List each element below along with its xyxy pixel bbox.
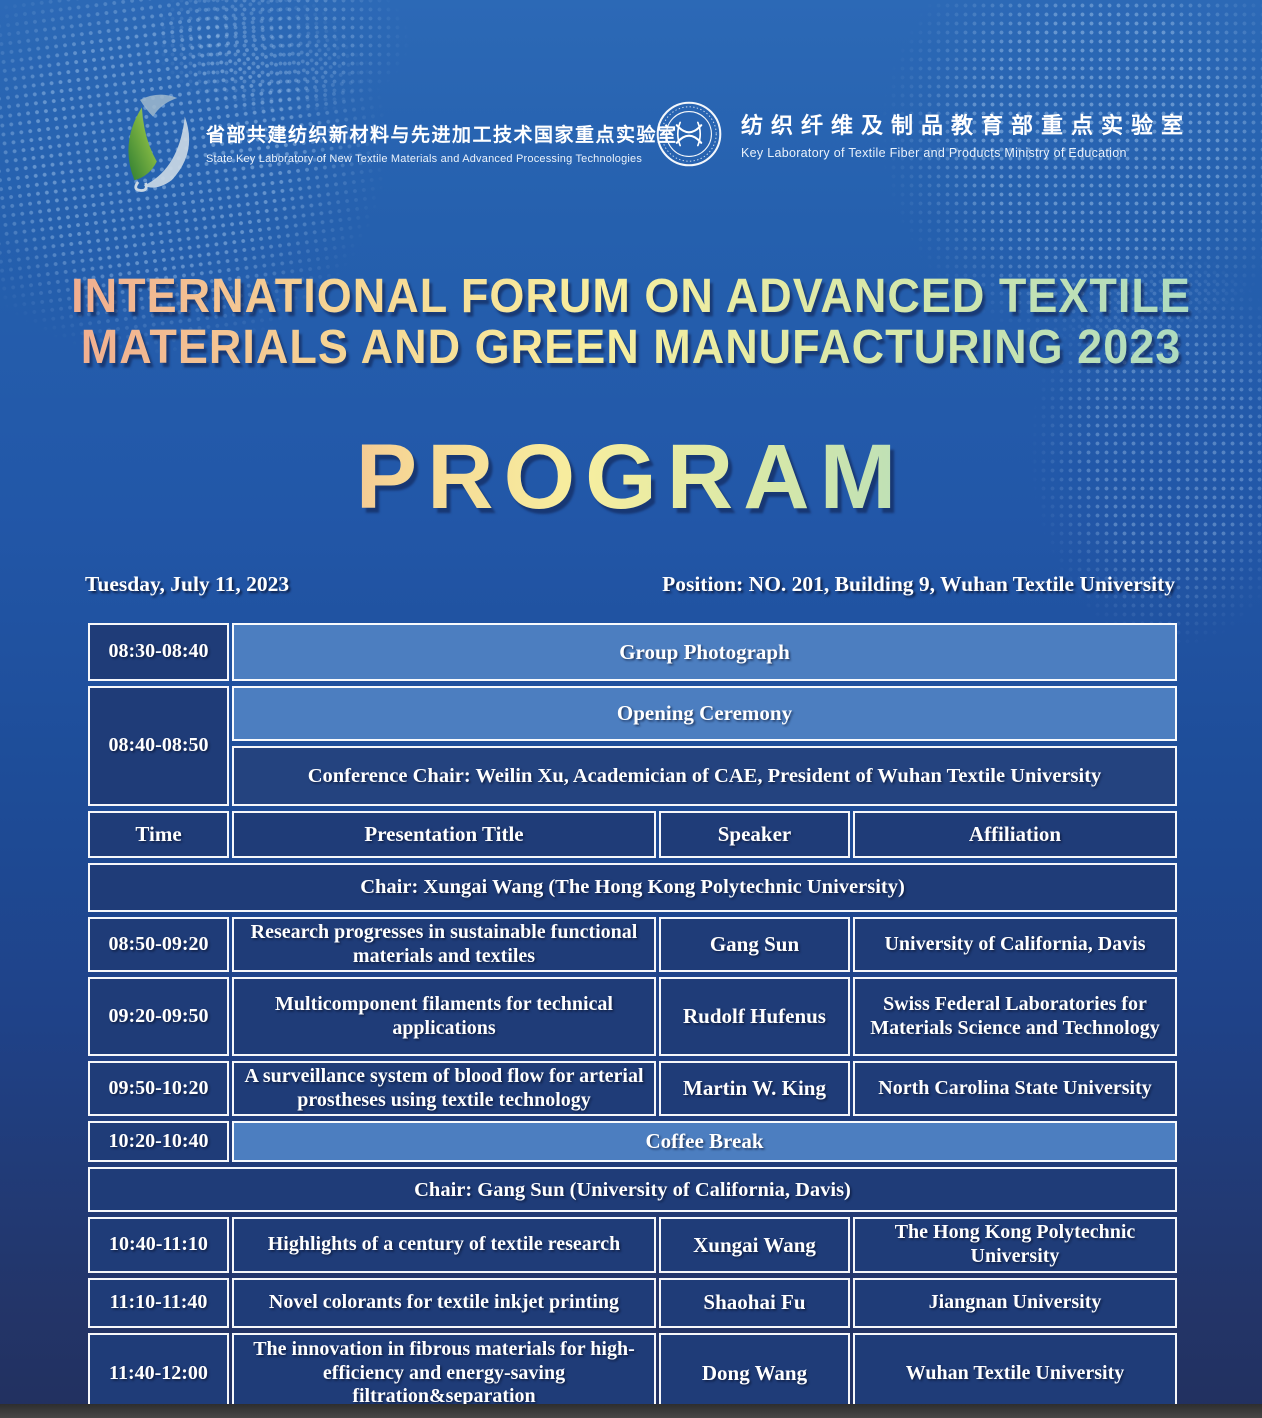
affiliation-cell: Jiangnan University: [853, 1277, 1177, 1328]
row-talk: 11:10-11:40 Novel colorants for textile …: [88, 1277, 1177, 1328]
row-opening-ceremony: 08:40-08:50 Opening Ceremony: [88, 686, 1177, 806]
row-column-headers: Time Presentation Title Speaker Affiliat…: [88, 811, 1177, 858]
state-key-lab-title-zh: 省部共建纺织新材料与先进加工技术国家重点实验室: [206, 124, 678, 146]
state-key-lab-text: 省部共建纺织新材料与先进加工技术国家重点实验室 State Key Labora…: [206, 120, 678, 165]
row-talk: 09:20-09:50 Multicomponent filaments for…: [88, 977, 1177, 1057]
state-key-lab-logo: 省部共建纺织新材料与先进加工技术国家重点实验室 State Key Labora…: [112, 92, 678, 192]
circular-seal-icon: [656, 101, 722, 167]
title-cell: The innovation in fibrous materials for …: [232, 1332, 656, 1415]
event-cell: Group Photograph: [232, 623, 1177, 681]
title-cell: Multicomponent filaments for technical a…: [232, 977, 656, 1057]
time-cell: 10:20-10:40: [88, 1121, 229, 1163]
session-info: Tuesday, July 11, 2023 Position: NO. 201…: [85, 572, 1175, 597]
time-cell: 11:10-11:40: [88, 1277, 229, 1328]
row-chair-2: Chair: Gang Sun (University of Californi…: [88, 1167, 1177, 1213]
title-cell: Novel colorants for textile inkjet print…: [232, 1277, 656, 1328]
session-chair-cell: Chair: Gang Sun (University of Californi…: [88, 1167, 1177, 1213]
forum-title: INTERNATIONAL FORUM ON ADVANCED TEXTILE …: [0, 268, 1262, 374]
row-conference-chair: Conference Chair: Weilin Xu, Academician…: [88, 746, 1177, 806]
session-chair-cell: Chair: Xungai Wang (The Hong Kong Polyte…: [88, 863, 1177, 912]
event-cell: Coffee Break: [232, 1121, 1177, 1163]
col-header-time: Time: [88, 811, 229, 858]
moe-key-lab-logo: 纺织纤维及制品教育部重点实验室 Key Laboratory of Textil…: [655, 100, 1191, 168]
row-talk: 10:40-11:10 Highlights of a century of t…: [88, 1217, 1177, 1273]
col-header-affiliation: Affiliation: [853, 811, 1177, 858]
affiliation-cell: North Carolina State University: [853, 1061, 1177, 1117]
time-cell: 09:50-10:20: [88, 1061, 229, 1117]
row-coffee-break: 10:20-10:40 Coffee Break: [88, 1121, 1177, 1163]
moe-key-lab-title-zh: 纺织纤维及制品教育部重点实验室: [741, 113, 1192, 138]
moe-key-lab-text: 纺织纤维及制品教育部重点实验室 Key Laboratory of Textil…: [741, 108, 1191, 160]
forum-title-line2: MATERIALS AND GREEN MANUFACTURING 2023: [0, 319, 1262, 374]
program-table: 08:30-08:40 Group Photograph 08:40-08:50…: [85, 618, 1180, 1418]
session-position: Position: NO. 201, Building 9, Wuhan Tex…: [662, 572, 1175, 596]
affiliation-cell: Swiss Federal Laboratories for Materials…: [853, 977, 1177, 1057]
row-talk: 09:50-10:20 A surveillance system of blo…: [88, 1061, 1177, 1117]
forum-title-line1: INTERNATIONAL FORUM ON ADVANCED TEXTILE: [0, 268, 1262, 323]
col-header-speaker: Speaker: [659, 811, 850, 858]
title-cell: Research progresses in sustainable funct…: [232, 917, 656, 973]
session-date: Tuesday, July 11, 2023: [85, 572, 290, 596]
affiliation-cell: Wuhan Textile University: [853, 1332, 1177, 1415]
program-heading: PROGRAM: [0, 425, 1262, 530]
title-cell: A surveillance system of blood flow for …: [232, 1061, 656, 1117]
row-talk: 08:50-09:20 Research progresses in susta…: [88, 917, 1177, 973]
bottom-edge-strip: [0, 1404, 1262, 1418]
speaker-cell: Martin W. King: [659, 1061, 850, 1117]
time-cell: 08:40-08:50: [88, 686, 229, 806]
moe-key-lab-title-en: Key Laboratory of Textile Fiber and Prod…: [741, 146, 1127, 160]
row-talk: 11:40-12:00 The innovation in fibrous ma…: [88, 1332, 1177, 1415]
time-cell: 08:30-08:40: [88, 623, 229, 681]
speaker-cell: Gang Sun: [659, 917, 850, 973]
time-cell: 11:40-12:00: [88, 1332, 229, 1415]
leaf-swoosh-icon: [128, 94, 190, 192]
speaker-cell: Rudolf Hufenus: [659, 977, 850, 1057]
row-group-photograph: 08:30-08:40 Group Photograph: [88, 623, 1177, 681]
speaker-cell: Shaohai Fu: [659, 1277, 850, 1328]
conference-chair-cell: Conference Chair: Weilin Xu, Academician…: [232, 746, 1177, 806]
time-cell: 10:40-11:10: [88, 1217, 229, 1273]
col-header-title: Presentation Title: [232, 811, 656, 858]
affiliation-cell: The Hong Kong Polytechnic University: [853, 1217, 1177, 1273]
speaker-cell: Xungai Wang: [659, 1217, 850, 1273]
speaker-cell: Dong Wang: [659, 1332, 850, 1415]
state-key-lab-title-en: State Key Laboratory of New Textile Mate…: [206, 152, 643, 165]
event-cell: Opening Ceremony: [232, 686, 1177, 741]
header-logos: 省部共建纺织新材料与先进加工技术国家重点实验室 State Key Labora…: [0, 88, 1262, 198]
time-cell: 09:20-09:50: [88, 977, 229, 1057]
time-cell: 08:50-09:20: [88, 917, 229, 973]
title-cell: Highlights of a century of textile resea…: [232, 1217, 656, 1273]
affiliation-cell: University of California, Davis: [853, 917, 1177, 973]
row-chair-1: Chair: Xungai Wang (The Hong Kong Polyte…: [88, 863, 1177, 912]
